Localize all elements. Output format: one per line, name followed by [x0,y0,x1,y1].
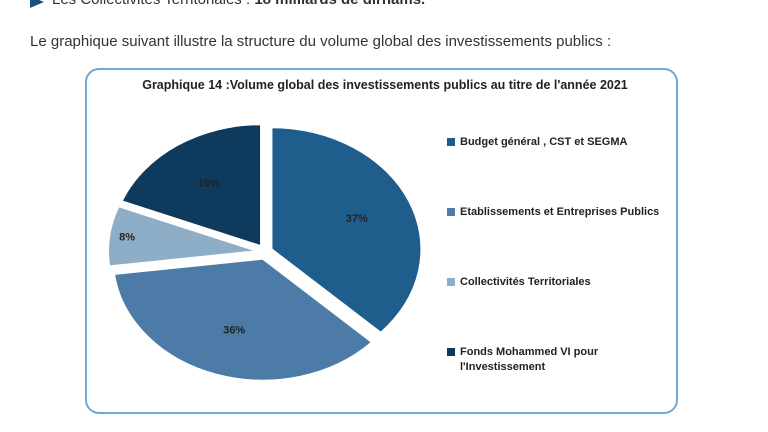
top-line-text: Les Collectivités Territoriales : [52,0,250,8]
pie-slice [270,126,423,335]
bullet-arrow [30,0,44,8]
pie-slice [120,123,263,248]
legend-label: Etablissements et Entreprises Publics [460,206,660,218]
chart-title: Graphique 14 :Volume global des investis… [142,78,628,92]
chart-frame [85,68,678,414]
legend-entry: Fonds Mohammed VI pour l'Investissement [447,345,680,375]
pie-slice [112,257,374,382]
top-line-bold: 18 milliards de dirhams. [254,0,425,8]
pie-slice [107,204,259,268]
legend-swatch [447,208,455,216]
legend-entry: Etablissements et Entreprises Publics [447,205,680,220]
data-label: 36% [223,325,245,337]
legend-label: Collectivités Territoriales [460,276,591,288]
legend-entry: Budget général , CST et SEGMA [447,135,680,150]
data-label: 8% [119,232,135,244]
intro: Le graphique suivant illustre la structu… [30,33,612,50]
legend-entry: Collectivités Territoriales [447,275,680,290]
data-label: 37% [346,213,368,225]
legend-swatch [447,278,455,286]
legend-swatch [447,138,455,146]
legend-swatch [447,348,455,356]
top-line: Les Collectivités Territoriales : 18 mil… [52,0,425,8]
data-label: 19% [198,178,220,190]
legend-label: Fonds Mohammed VI pour l'Investissement [460,346,599,373]
legend-label: Budget général , CST et SEGMA [460,136,628,148]
